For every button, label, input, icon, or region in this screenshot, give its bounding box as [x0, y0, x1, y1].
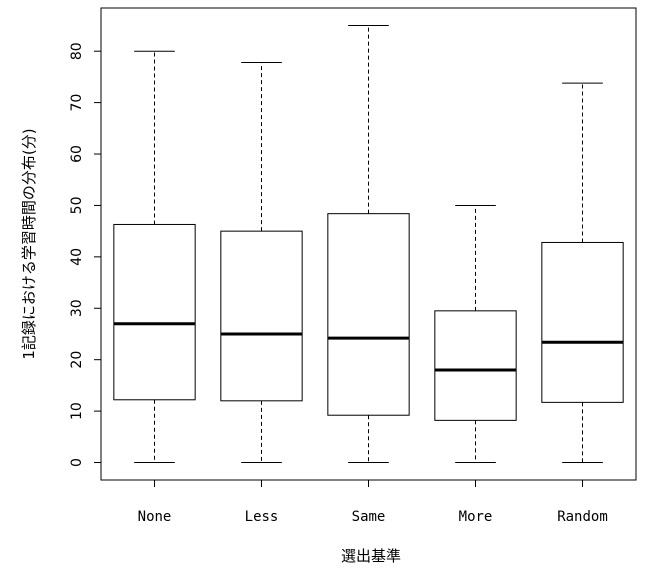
interquartile-box — [541, 241, 624, 403]
y-axis-ticks: 0 10 20 30 40 50 60 70 80 — [69, 42, 101, 467]
y-tick-label: 80 — [69, 42, 85, 60]
x-tick-label: None — [138, 509, 172, 525]
interquartile-box — [220, 230, 303, 402]
box-random — [541, 82, 624, 464]
y-axis-title: 1記録における学習時間の分布(分) — [20, 128, 38, 359]
box-same — [327, 24, 410, 464]
y-tick-label: 30 — [69, 299, 85, 317]
interquartile-box — [113, 223, 196, 401]
x-tick-label: Same — [352, 509, 386, 525]
x-axis-ticks: None Less Same More Random — [138, 480, 608, 525]
x-tick-label: More — [459, 509, 493, 525]
y-tick-label: 60 — [69, 145, 85, 163]
interquartile-box — [434, 310, 517, 421]
y-tick-label: 20 — [69, 351, 85, 369]
y-tick-label: 70 — [69, 94, 85, 112]
x-tick-label: Less — [245, 509, 279, 525]
y-tick-label: 40 — [69, 248, 85, 266]
x-axis-title: 選出基準 — [341, 547, 401, 565]
plot-marks — [113, 24, 624, 464]
x-tick-label: Random — [557, 509, 608, 525]
interquartile-box — [327, 213, 410, 416]
box-less — [220, 62, 303, 464]
box-more — [434, 204, 517, 464]
y-tick-label: 0 — [69, 458, 85, 467]
y-tick-label: 10 — [69, 402, 85, 420]
y-tick-label: 50 — [69, 197, 85, 215]
box-none — [113, 50, 196, 464]
